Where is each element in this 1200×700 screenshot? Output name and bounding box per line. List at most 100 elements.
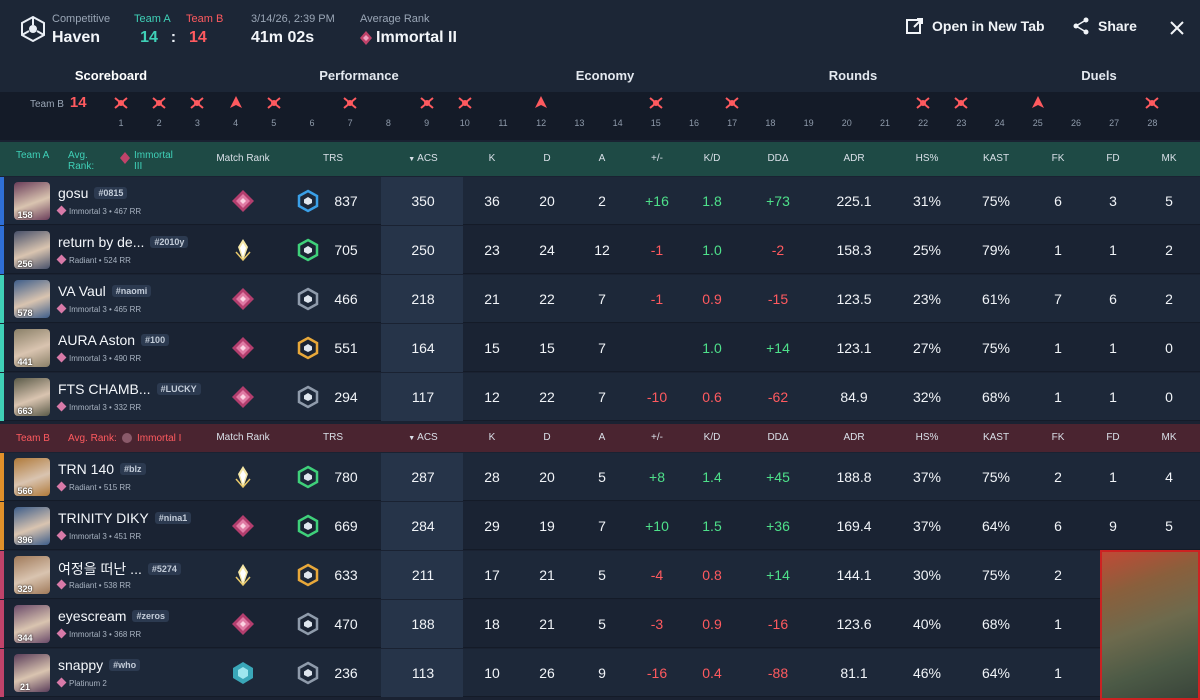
player-name[interactable]: TRN 140 #blz [58, 461, 146, 477]
tab-performance[interactable]: Performance [319, 68, 399, 83]
player-row[interactable]: 329 여정을 떠난 ... #5274 Radiant • 538 RR 633 211… [0, 551, 1200, 599]
player-row[interactable]: 566 TRN 140 #blz Radiant • 515 RR 780 287 28 20… [0, 453, 1200, 501]
column-header-match-rank[interactable]: Match Rank [216, 432, 270, 443]
player-row[interactable]: 158 gosu #0815 Immortal 3 • 467 RR 837 350 36 2… [0, 177, 1200, 225]
player-name[interactable]: VA Vaul #naomi [58, 283, 152, 299]
player-row[interactable]: 578 VA Vaul #naomi Immortal 3 • 465 RR 466 21… [0, 275, 1200, 323]
column-header-trs[interactable]: TRS [323, 153, 343, 164]
round-number[interactable]: 4 [233, 118, 239, 128]
deaths-value: 24 [539, 242, 555, 258]
tab-rounds[interactable]: Rounds [828, 68, 878, 83]
column-header-damage-delta[interactable]: DDΔ [767, 153, 789, 164]
player-name[interactable]: snappy #who [58, 657, 141, 673]
tab-economy[interactable]: Economy [575, 68, 635, 83]
column-header-kills[interactable]: K [488, 153, 496, 164]
column-header-first-deaths[interactable]: FD [1106, 432, 1120, 443]
round-number[interactable]: 1 [118, 118, 124, 128]
round-number[interactable]: 14 [612, 118, 623, 128]
round-number[interactable]: 27 [1109, 118, 1120, 128]
team-b-score: 14 [189, 29, 207, 46]
round-number[interactable]: 9 [424, 118, 430, 128]
round-number[interactable]: 15 [650, 118, 661, 128]
round-number[interactable]: 6 [309, 118, 315, 128]
damage-delta-value: +14 [766, 340, 790, 356]
round-number[interactable]: 26 [1070, 118, 1081, 128]
column-header-assists[interactable]: A [598, 432, 606, 443]
column-header-kast[interactable]: KAST [982, 153, 1010, 164]
account-level: 441 [17, 357, 33, 367]
kd-ratio-value: 0.9 [702, 616, 722, 632]
round-timeline: Team B 14 1 2 3 4 5 6 7 8 9 10 11 12 13 14 15 16 17 18 19 20… [0, 92, 1200, 140]
round-number[interactable]: 5 [271, 118, 277, 128]
player-name[interactable]: FTS CHAMB... #LUCKY [58, 381, 201, 397]
player-name[interactable]: eyescream #zeros [58, 608, 169, 624]
column-header-first-kills[interactable]: FK [1051, 432, 1065, 443]
column-header-headshot-pct[interactable]: HS% [915, 432, 939, 443]
column-header-acs[interactable]: ▼ ACS [408, 153, 438, 164]
column-header-kd-ratio[interactable]: K/D [703, 153, 721, 164]
trs-value: 294 [334, 389, 358, 405]
round-timeline-team: Team B 14 [30, 94, 87, 111]
round-number[interactable]: 11 [498, 118, 508, 128]
column-header-multi-kills[interactable]: MK [1161, 432, 1177, 443]
player-row[interactable]: 256 return by de... #2010y Radiant • 524 RR… [0, 226, 1200, 274]
round-number[interactable]: 22 [918, 118, 929, 128]
player-name[interactable]: gosu #0815 [58, 185, 128, 201]
player-row[interactable]: 21 snappy #who Platinum 2 236 113 10 26 9 -16 0.4 -… [0, 649, 1200, 697]
first-deaths-value: 1 [1109, 242, 1117, 258]
player-name[interactable]: AURA Aston #100 [58, 332, 170, 348]
column-header-acs[interactable]: ▼ ACS [408, 432, 438, 443]
open-new-tab-button[interactable]: Open in New Tab [906, 17, 1045, 35]
player-row[interactable]: 396 TRINITY DIKY #nina1 Immortal 3 • 451 RR… [0, 502, 1200, 550]
column-header-headshot-pct[interactable]: HS% [915, 153, 939, 164]
column-header-plus-minus[interactable]: +/- [651, 432, 663, 443]
column-header-assists[interactable]: A [598, 153, 606, 164]
assists-value: 9 [598, 665, 606, 681]
round-number[interactable]: 3 [194, 118, 200, 128]
round-number[interactable]: 10 [459, 118, 470, 128]
column-header-plus-minus[interactable]: +/- [651, 153, 663, 164]
column-header-adr[interactable]: ADR [843, 432, 865, 443]
round-number[interactable]: 24 [994, 118, 1005, 128]
round-number[interactable]: 23 [956, 118, 967, 128]
column-header-trs[interactable]: TRS [323, 432, 343, 443]
column-header-deaths[interactable]: D [543, 153, 551, 164]
column-header-first-deaths[interactable]: FD [1106, 153, 1120, 164]
column-header-deaths[interactable]: D [543, 432, 551, 443]
player-name[interactable]: TRINITY DIKY #nina1 [58, 510, 192, 526]
column-header-adr[interactable]: ADR [843, 153, 865, 164]
player-name-text: eyescream [58, 608, 127, 624]
round-number[interactable]: 8 [385, 118, 391, 128]
column-header-kills[interactable]: K [488, 432, 496, 443]
column-header-kast[interactable]: KAST [982, 432, 1010, 443]
player-row[interactable]: 344 eyescream #zeros Immortal 3 • 368 RR 470… [0, 600, 1200, 648]
round-number[interactable]: 28 [1147, 118, 1158, 128]
round-number[interactable]: 7 [347, 118, 353, 128]
round-number[interactable]: 18 [765, 118, 776, 128]
column-header-kd-ratio[interactable]: K/D [703, 432, 721, 443]
first-kills-value: 1 [1054, 389, 1062, 405]
round-number[interactable]: 25 [1032, 118, 1043, 128]
share-button[interactable]: Share [1072, 17, 1137, 35]
close-icon[interactable] [1170, 21, 1184, 35]
player-row[interactable]: 441 AURA Aston #100 Immortal 3 • 490 RR 551 1… [0, 324, 1200, 372]
account-level: 21 [19, 682, 30, 692]
headshot-pct-value: 46% [912, 665, 942, 681]
tab-duels[interactable]: Duels [1081, 68, 1117, 83]
column-header-multi-kills[interactable]: MK [1161, 153, 1177, 164]
tab-scoreboard[interactable]: Scoreboard [74, 68, 148, 83]
round-number[interactable]: 21 [879, 118, 890, 128]
round-number[interactable]: 19 [803, 118, 814, 128]
column-header-damage-delta[interactable]: DDΔ [767, 432, 789, 443]
round-number[interactable]: 16 [688, 118, 699, 128]
column-header-first-kills[interactable]: FK [1051, 153, 1065, 164]
round-number[interactable]: 17 [727, 118, 738, 128]
column-header-match-rank[interactable]: Match Rank [216, 153, 270, 164]
round-number[interactable]: 13 [574, 118, 585, 128]
player-name[interactable]: 여정을 떠난 ... #5274 [58, 559, 181, 579]
player-name[interactable]: return by de... #2010y [58, 234, 189, 250]
round-number[interactable]: 20 [841, 118, 852, 128]
round-number[interactable]: 12 [536, 118, 547, 128]
round-number[interactable]: 2 [156, 118, 162, 128]
player-row[interactable]: 663 FTS CHAMB... #LUCKY Immortal 3 • 332 RR… [0, 373, 1200, 421]
